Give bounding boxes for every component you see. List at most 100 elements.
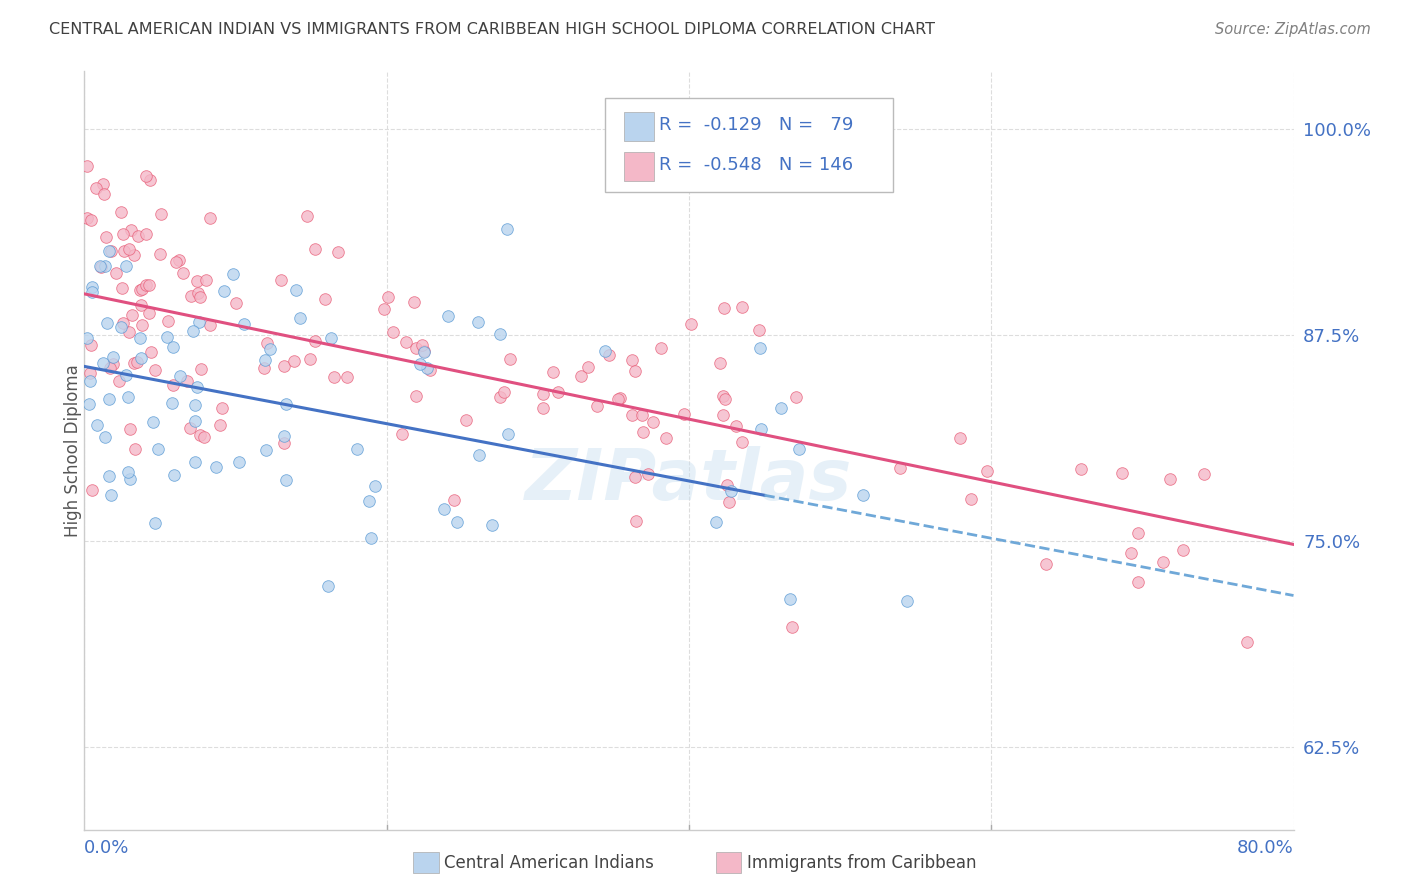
Point bbox=[409, 357, 432, 371]
Point bbox=[731, 301, 754, 315]
Point bbox=[672, 407, 695, 421]
Point bbox=[405, 342, 427, 356]
Point bbox=[531, 387, 554, 401]
Point bbox=[146, 442, 169, 456]
Text: 0.0%: 0.0% bbox=[84, 839, 129, 857]
Point bbox=[780, 620, 803, 634]
Point bbox=[200, 211, 222, 225]
Point bbox=[181, 324, 204, 338]
Point bbox=[498, 352, 520, 367]
Point bbox=[176, 374, 198, 388]
Point bbox=[228, 455, 250, 469]
Point bbox=[298, 352, 321, 367]
Point bbox=[749, 422, 772, 436]
Point bbox=[143, 516, 166, 530]
Point bbox=[446, 515, 468, 529]
Point bbox=[711, 389, 734, 403]
Point bbox=[443, 492, 465, 507]
Point bbox=[129, 351, 152, 365]
Point bbox=[97, 392, 120, 406]
Point bbox=[139, 173, 162, 187]
Point bbox=[135, 277, 157, 292]
Point bbox=[412, 343, 434, 358]
Point bbox=[1236, 635, 1258, 649]
Point bbox=[593, 344, 616, 359]
Point bbox=[200, 318, 222, 333]
Point bbox=[82, 483, 104, 498]
Point bbox=[77, 397, 100, 411]
Point bbox=[149, 206, 172, 220]
Point bbox=[129, 283, 152, 297]
Point bbox=[748, 323, 770, 337]
Point bbox=[135, 169, 157, 184]
Point bbox=[110, 205, 132, 219]
Point bbox=[115, 368, 138, 382]
Point bbox=[321, 331, 343, 345]
Point bbox=[531, 401, 554, 415]
Point bbox=[259, 342, 281, 356]
Point bbox=[84, 181, 107, 195]
Point bbox=[80, 285, 103, 300]
Text: Source: ZipAtlas.com: Source: ZipAtlas.com bbox=[1215, 22, 1371, 37]
Point bbox=[405, 389, 427, 403]
Point bbox=[373, 302, 395, 317]
Point bbox=[131, 318, 153, 333]
Point bbox=[273, 436, 295, 450]
Point bbox=[1128, 525, 1150, 540]
Point bbox=[179, 421, 201, 435]
Point bbox=[720, 483, 742, 498]
Point bbox=[731, 434, 754, 449]
Point bbox=[569, 369, 592, 384]
Point bbox=[381, 326, 404, 340]
Point bbox=[253, 361, 276, 376]
Point bbox=[138, 306, 160, 320]
Point bbox=[180, 288, 202, 302]
Point bbox=[82, 280, 104, 294]
Point bbox=[156, 330, 179, 344]
Point bbox=[162, 340, 184, 354]
Point bbox=[76, 331, 98, 345]
Point bbox=[411, 337, 433, 351]
Point bbox=[357, 494, 380, 508]
Point bbox=[139, 345, 162, 359]
Point bbox=[717, 495, 740, 509]
Point bbox=[709, 356, 731, 370]
Point bbox=[283, 354, 305, 368]
Point bbox=[494, 385, 516, 400]
Point bbox=[195, 273, 218, 287]
Point bbox=[704, 515, 727, 529]
Point bbox=[80, 213, 103, 227]
Point bbox=[270, 273, 292, 287]
Point bbox=[468, 449, 491, 463]
Point bbox=[103, 350, 125, 364]
Point bbox=[495, 221, 517, 235]
Point bbox=[304, 334, 326, 348]
Point bbox=[128, 331, 150, 345]
Point bbox=[169, 368, 191, 383]
Point bbox=[896, 593, 918, 607]
Point bbox=[714, 392, 737, 407]
Point bbox=[290, 310, 312, 325]
Point bbox=[488, 390, 510, 404]
Point bbox=[163, 468, 186, 483]
Point bbox=[193, 429, 215, 443]
Point bbox=[959, 492, 981, 507]
Point bbox=[787, 442, 810, 456]
Point bbox=[121, 308, 143, 322]
Point bbox=[1194, 467, 1216, 482]
Point bbox=[184, 398, 207, 412]
Point bbox=[156, 314, 179, 328]
Text: 80.0%: 80.0% bbox=[1237, 839, 1294, 857]
Point bbox=[167, 253, 190, 268]
Point bbox=[110, 320, 132, 334]
Point bbox=[79, 337, 101, 351]
Point bbox=[295, 209, 318, 223]
Point bbox=[631, 408, 654, 422]
Point bbox=[1121, 546, 1143, 560]
Point bbox=[118, 422, 141, 436]
Point bbox=[609, 391, 631, 405]
Point bbox=[976, 464, 998, 478]
Point bbox=[391, 426, 413, 441]
Point bbox=[118, 325, 141, 339]
Point bbox=[135, 227, 157, 242]
